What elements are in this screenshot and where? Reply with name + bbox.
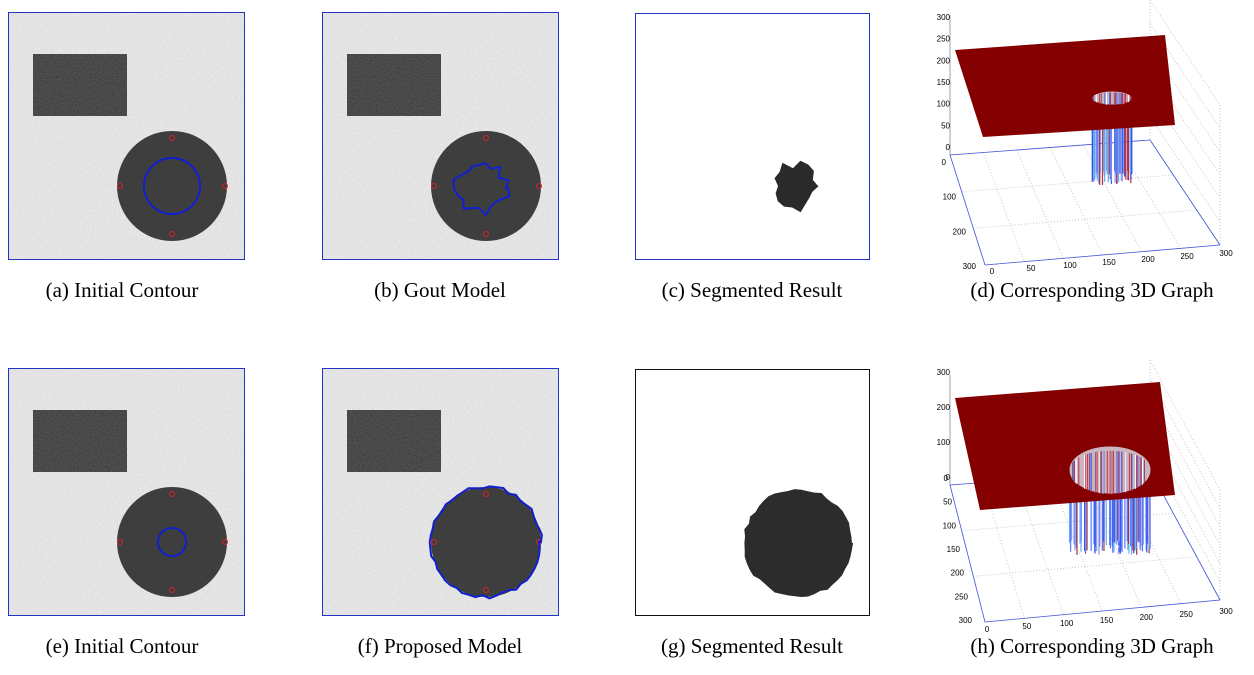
x-tick-label: 200 — [1140, 613, 1154, 622]
caption: (b) Gout Model — [374, 278, 506, 302]
z-tick-label: 100 — [937, 100, 951, 109]
x-tick-label: 300 — [1219, 607, 1233, 616]
z-tick-label: 200 — [937, 403, 951, 412]
dark-disc — [431, 131, 541, 241]
dark-disc — [117, 487, 227, 597]
x-tick-label: 250 — [1179, 610, 1193, 619]
dark-rect-noise — [33, 410, 127, 472]
image-panel — [8, 12, 245, 260]
y-tick-label: 300 — [963, 262, 977, 271]
surface-plane — [955, 35, 1175, 137]
result-panel — [636, 370, 870, 616]
y-tick-label: 300 — [959, 616, 973, 625]
z-tick-label: 100 — [937, 438, 951, 447]
y-tick-label: 250 — [955, 592, 969, 601]
y-tick-label: 100 — [943, 521, 957, 530]
x-tick-label: 150 — [1100, 616, 1114, 625]
surface-graph: 300 250 200 150 100 50 0 0 100 200 300 0 50 100 150 200… — [937, 0, 1234, 276]
grid-line — [1150, 117, 1220, 222]
border — [636, 14, 870, 260]
caption: (a) Initial Contour — [46, 278, 199, 302]
dark-rect-noise — [347, 410, 441, 472]
z-tick-label: 150 — [937, 78, 951, 87]
image-panel — [322, 12, 559, 260]
grid-line — [983, 153, 1024, 262]
floor-edge — [950, 155, 985, 265]
x-tick-label: 50 — [1022, 622, 1031, 631]
x-tick-label: 0 — [990, 267, 995, 276]
z-tick-label: 300 — [937, 368, 951, 377]
caption: (h) Corresponding 3D Graph — [970, 634, 1214, 658]
z-tick-label: 300 — [937, 13, 951, 22]
result-panel — [636, 14, 870, 260]
image-panel — [8, 368, 245, 616]
x-tick-label: 50 — [1027, 264, 1036, 273]
x-tick-label: 300 — [1219, 249, 1233, 258]
caption: (e) Initial Contour — [46, 634, 199, 658]
figure: 300 250 200 150 100 50 0 0 100 200 300 0 50 100 150 200… — [0, 0, 1254, 675]
y-tick-label: 0 — [944, 474, 949, 483]
floor-edge — [1150, 140, 1220, 245]
z-tick-label: 50 — [941, 121, 950, 130]
caption: (c) Segmented Result — [662, 278, 843, 302]
surface-plane — [955, 382, 1175, 510]
image-panel — [322, 368, 559, 616]
x-tick-label: 250 — [1180, 252, 1194, 261]
z-tick-label: 250 — [937, 35, 951, 44]
x-tick-label: 150 — [1102, 258, 1116, 267]
dark-rect-noise — [347, 54, 441, 116]
grid-line — [973, 557, 1196, 577]
z-tick-label: 0 — [946, 143, 951, 152]
caption: (g) Segmented Result — [661, 634, 843, 658]
z-tick-label: 200 — [937, 56, 951, 65]
y-tick-label: 50 — [943, 498, 952, 507]
x-tick-label: 0 — [985, 625, 990, 634]
x-tick-label: 100 — [1063, 261, 1077, 270]
x-tick-label: 200 — [1141, 255, 1155, 264]
caption: (f) Proposed Model — [358, 634, 523, 658]
grid-line — [1017, 150, 1064, 258]
y-tick-label: 100 — [943, 193, 957, 202]
grid-line — [973, 210, 1196, 228]
x-tick-label: 100 — [1060, 619, 1074, 628]
y-tick-label: 200 — [951, 569, 965, 578]
grid-line — [962, 513, 1174, 530]
dark-rect-noise — [33, 54, 127, 116]
y-tick-label: 0 — [942, 158, 947, 167]
caption: (d) Corresponding 3D Graph — [970, 278, 1214, 302]
dark-disc — [117, 131, 227, 241]
y-tick-label: 150 — [947, 545, 961, 554]
y-tick-label: 200 — [953, 227, 967, 236]
